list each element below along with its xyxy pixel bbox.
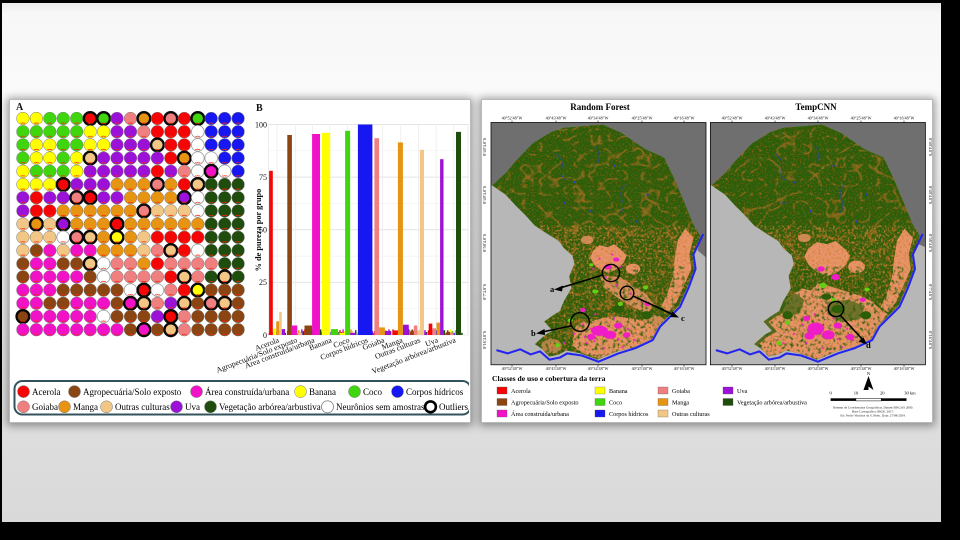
svg-text:40°25′48″W: 40°25′48″W xyxy=(851,116,872,121)
svg-text:b: b xyxy=(531,328,536,338)
svg-text:8°58′4.8″S: 8°58′4.8″S xyxy=(928,234,932,253)
svg-text:Agropecuária/Solo exposto: Agropecuária/Solo exposto xyxy=(511,400,579,407)
svg-text:40°16′48″W: 40°16′48″W xyxy=(674,366,695,371)
svg-text:40°25′48″W: 40°25′48″W xyxy=(851,366,872,371)
svg-text:8°40′4.8″S: 8°40′4.8″S xyxy=(482,137,487,156)
svg-text:Área construída/urbana: Área construída/urbana xyxy=(205,387,289,397)
svg-text:Random Forest: Random Forest xyxy=(570,102,630,112)
svg-text:Corpos hídricos: Corpos hídricos xyxy=(609,411,649,418)
svg-text:Neurônios sem amostras: Neurônios sem amostras xyxy=(336,402,425,412)
svg-text:Agropecuária/Solo exposto: Agropecuária/Solo exposto xyxy=(83,387,182,397)
svg-text:Acerola: Acerola xyxy=(511,388,531,395)
svg-text:0: 0 xyxy=(263,331,267,340)
svg-text:Goiaba: Goiaba xyxy=(32,402,58,412)
svg-text:10: 10 xyxy=(854,391,859,396)
svg-text:40°34′48″W: 40°34′48″W xyxy=(808,116,829,121)
svg-text:75: 75 xyxy=(259,173,267,182)
svg-text:40°34′48″W: 40°34′48″W xyxy=(808,366,829,371)
svg-text:40°16′48″W: 40°16′48″W xyxy=(894,116,915,121)
svg-text:Área construída/urbana: Área construída/urbana xyxy=(511,410,569,418)
svg-text:A: A xyxy=(16,102,24,113)
svg-text:Sistema de Coordenadas Geográf: Sistema de Coordenadas Geográficas, Datu… xyxy=(833,406,914,411)
svg-text:40°43′48″W: 40°43′48″W xyxy=(546,116,567,121)
svg-text:Ed: Pedro Vinícius da S. Brito: Ed: Pedro Vinícius da S. Brito. Data: 27… xyxy=(840,414,905,418)
svg-text:8°49′4.8″S: 8°49′4.8″S xyxy=(928,186,932,205)
svg-text:Manga: Manga xyxy=(73,402,98,412)
svg-text:100: 100 xyxy=(255,120,267,129)
svg-text:Manga: Manga xyxy=(672,400,689,407)
svg-text:40°43′48″W: 40°43′48″W xyxy=(765,116,786,121)
svg-text:0: 0 xyxy=(829,391,832,396)
svg-text:40°16′48″W: 40°16′48″W xyxy=(894,366,915,371)
svg-text:40°25′48″W: 40°25′48″W xyxy=(632,116,653,121)
svg-text:40°52′48″W: 40°52′48″W xyxy=(502,116,523,121)
svg-text:40°34′48″W: 40°34′48″W xyxy=(588,116,609,121)
svg-text:8°7′4.8″S: 8°7′4.8″S xyxy=(482,283,487,300)
svg-text:Corpos hídricos: Corpos hídricos xyxy=(406,387,464,397)
svg-text:50: 50 xyxy=(259,226,267,235)
svg-text:40°52′48″W: 40°52′48″W xyxy=(722,116,743,121)
svg-text:8°58′4.8″S: 8°58′4.8″S xyxy=(482,233,487,252)
svg-text:30 km: 30 km xyxy=(904,391,916,396)
svg-text:40°16′48″W: 40°16′48″W xyxy=(674,116,695,121)
svg-text:8°7′4.8″S: 8°7′4.8″S xyxy=(928,284,932,301)
svg-text:Uva: Uva xyxy=(185,402,200,412)
svg-text:Outliers: Outliers xyxy=(439,402,468,412)
svg-text:Classes de uso e cobertura da: Classes de uso e cobertura da terra xyxy=(492,374,606,383)
svg-text:Outras culturas: Outras culturas xyxy=(115,402,170,412)
svg-text:c: c xyxy=(681,313,685,323)
svg-text:a: a xyxy=(550,284,555,294)
svg-text:40°52′48″W: 40°52′48″W xyxy=(502,366,523,371)
svg-text:Vegetação arbórea/arbustiva: Vegetação arbórea/arbustiva xyxy=(737,400,807,407)
svg-text:25: 25 xyxy=(259,278,267,287)
svg-text:40°43′48″W: 40°43′48″W xyxy=(546,366,567,371)
svg-text:TempCNN: TempCNN xyxy=(795,102,837,112)
svg-text:% de pureza por grupo: % de pureza por grupo xyxy=(254,189,263,272)
svg-text:d: d xyxy=(866,340,871,350)
svg-text:N: N xyxy=(867,371,871,376)
svg-text:40°52′48″W: 40°52′48″W xyxy=(722,366,743,371)
svg-text:B: B xyxy=(256,103,263,114)
svg-text:8°16′4.8″S: 8°16′4.8″S xyxy=(928,331,932,350)
svg-text:Goiaba: Goiaba xyxy=(672,388,690,395)
svg-text:Coco: Coco xyxy=(363,387,382,397)
svg-text:8°40′4.8″S: 8°40′4.8″S xyxy=(928,138,932,157)
svg-text:Banana: Banana xyxy=(609,388,628,395)
svg-text:Uva: Uva xyxy=(737,388,748,395)
svg-text:40°25′48″W: 40°25′48″W xyxy=(632,366,653,371)
svg-text:8°49′4.8″S: 8°49′4.8″S xyxy=(482,185,487,204)
svg-text:Vegetação arbórea/arbustiva: Vegetação arbórea/arbustiva xyxy=(219,402,321,412)
svg-text:40°43′48″W: 40°43′48″W xyxy=(765,366,786,371)
svg-text:Acerola: Acerola xyxy=(32,387,60,397)
svg-text:20: 20 xyxy=(880,391,885,396)
svg-text:Base Cartográfica: IBGE, 2017.: Base Cartográfica: IBGE, 2017. xyxy=(852,410,894,415)
svg-text:8°16′4.8″S: 8°16′4.8″S xyxy=(482,330,487,349)
svg-text:Coco: Coco xyxy=(609,400,622,407)
svg-text:Banana: Banana xyxy=(309,387,336,397)
svg-text:Outras culturas: Outras culturas xyxy=(672,411,710,418)
svg-text:40°34′48″W: 40°34′48″W xyxy=(588,366,609,371)
